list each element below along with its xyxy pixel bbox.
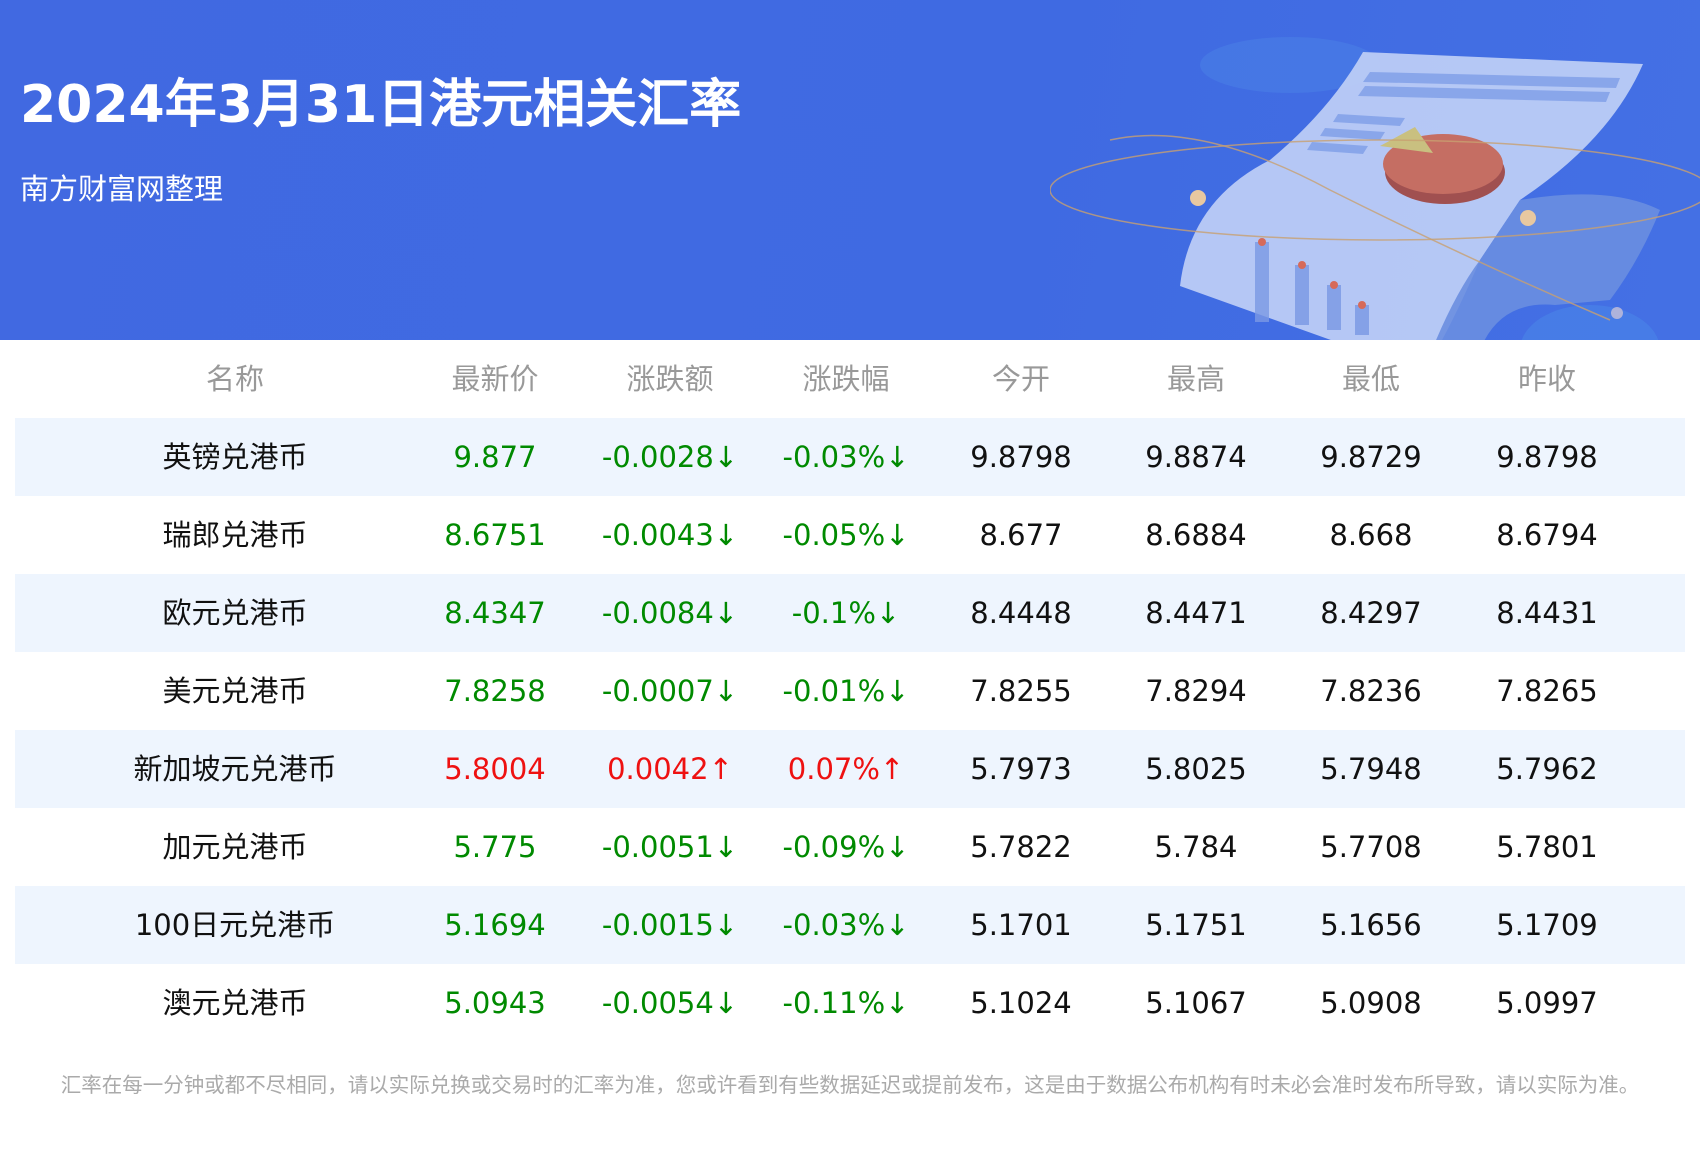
cell-change-pct: -0.03%↓ <box>782 440 910 474</box>
cell-open: 5.1024 <box>970 986 1072 1020</box>
report-illustration-icon <box>1050 37 1700 340</box>
cell-prev-close: 5.7801 <box>1496 830 1598 864</box>
table-header-row: 名称 最新价 涨跌额 涨跌幅 今开 最高 最低 昨收 <box>15 340 1685 418</box>
cell-prev-close: 7.8265 <box>1496 674 1598 708</box>
cell-open: 8.677 <box>979 518 1063 552</box>
cell-name: 澳元兑港币 <box>162 986 308 1020</box>
cell-change: -0.0028↓ <box>601 440 739 474</box>
cell-change-pct: -0.03%↓ <box>782 908 910 942</box>
cell-latest: 9.877 <box>453 440 537 474</box>
cell-high: 8.4471 <box>1145 596 1247 630</box>
cell-change: -0.0084↓ <box>601 596 739 630</box>
cell-prev-close: 5.1709 <box>1496 908 1598 942</box>
cell-change-pct: 0.07%↑ <box>787 752 905 786</box>
cell-high: 5.8025 <box>1145 752 1247 786</box>
cell-low: 8.4297 <box>1320 596 1422 630</box>
cell-high: 5.1751 <box>1145 908 1247 942</box>
cell-name: 加元兑港币 <box>162 830 308 864</box>
cell-change: -0.0054↓ <box>601 986 739 1020</box>
cell-latest: 8.6751 <box>444 518 546 552</box>
cell-open: 8.4448 <box>970 596 1072 630</box>
cell-change-pct: -0.1%↓ <box>791 596 901 630</box>
cell-name: 100日元兑港币 <box>134 908 336 942</box>
page-subtitle: 南方财富网整理 <box>20 172 224 206</box>
header-banner: 2024年3月31日港元相关汇率 南方财富网整理 <box>0 0 1700 340</box>
cell-change: 0.0042↑ <box>607 752 733 786</box>
cell-latest: 8.4347 <box>444 596 546 630</box>
cell-open: 5.7822 <box>970 830 1072 864</box>
cell-latest: 5.0943 <box>444 986 546 1020</box>
table-row: 英镑兑港币 9.877 -0.0028↓ -0.03%↓ 9.8798 9.8874 9.8… <box>15 418 1685 496</box>
table-row: 澳元兑港币 5.0943 -0.0054↓ -0.11%↓ 5.1024 5.1067 5.… <box>15 964 1685 1042</box>
table-row: 瑞郎兑港币 8.6751 -0.0043↓ -0.05%↓ 8.677 8.6884 8.6… <box>15 496 1685 574</box>
cell-change: -0.0007↓ <box>601 674 739 708</box>
cell-prev-close: 8.4431 <box>1496 596 1598 630</box>
cell-low: 7.8236 <box>1320 674 1422 708</box>
column-header-change: 涨跌额 <box>626 362 714 396</box>
cell-high: 7.8294 <box>1145 674 1247 708</box>
cell-change: -0.0051↓ <box>601 830 739 864</box>
cell-name: 瑞郎兑港币 <box>162 518 308 552</box>
cell-open: 5.1701 <box>970 908 1072 942</box>
table-row: 美元兑港币 7.8258 -0.0007↓ -0.01%↓ 7.8255 7.8294 7.… <box>15 652 1685 730</box>
cell-name: 英镑兑港币 <box>162 440 308 474</box>
cell-high: 8.6884 <box>1145 518 1247 552</box>
cell-low: 5.7948 <box>1320 752 1422 786</box>
disclaimer-text: 汇率在每一分钟或都不尽相同，请以实际兑换或交易时的汇率为准，您或许看到有些数据延… <box>60 1073 1640 1097</box>
cell-prev-close: 5.0997 <box>1496 986 1598 1020</box>
cell-high: 5.1067 <box>1145 986 1247 1020</box>
cell-change-pct: -0.11%↓ <box>782 986 910 1020</box>
column-header-open: 今开 <box>991 362 1050 396</box>
column-header-latest: 最新价 <box>451 362 539 396</box>
cell-change: -0.0043↓ <box>601 518 739 552</box>
cell-low: 5.0908 <box>1320 986 1422 1020</box>
column-header-low: 最低 <box>1341 362 1400 396</box>
cell-low: 8.668 <box>1329 518 1413 552</box>
cell-open: 5.7973 <box>970 752 1072 786</box>
cell-name: 新加坡元兑港币 <box>133 752 337 786</box>
table-row: 加元兑港币 5.775 -0.0051↓ -0.09%↓ 5.7822 5.784 5.77… <box>15 808 1685 886</box>
cell-prev-close: 5.7962 <box>1496 752 1598 786</box>
cell-latest: 5.8004 <box>444 752 546 786</box>
cell-low: 9.8729 <box>1320 440 1422 474</box>
cell-high: 9.8874 <box>1145 440 1247 474</box>
cell-open: 7.8255 <box>970 674 1072 708</box>
cell-name: 欧元兑港币 <box>162 596 308 630</box>
cell-change-pct: -0.09%↓ <box>782 830 910 864</box>
cell-latest: 5.1694 <box>444 908 546 942</box>
cell-change-pct: -0.05%↓ <box>782 518 910 552</box>
cell-change-pct: -0.01%↓ <box>782 674 910 708</box>
cell-prev-close: 9.8798 <box>1496 440 1598 474</box>
table-row: 新加坡元兑港币 5.8004 0.0042↑ 0.07%↑ 5.7973 5.8025 5.… <box>15 730 1685 808</box>
page-title: 2024年3月31日港元相关汇率 <box>20 75 742 135</box>
cell-low: 5.1656 <box>1320 908 1422 942</box>
column-header-name: 名称 <box>205 362 264 396</box>
cell-low: 5.7708 <box>1320 830 1422 864</box>
cell-prev-close: 8.6794 <box>1496 518 1598 552</box>
cell-high: 5.784 <box>1154 830 1238 864</box>
table-row: 100日元兑港币 5.1694 -0.0015↓ -0.03%↓ 5.1701 5.175… <box>15 886 1685 964</box>
cell-name: 美元兑港币 <box>162 674 308 708</box>
cell-change: -0.0015↓ <box>601 908 739 942</box>
cell-latest: 7.8258 <box>444 674 546 708</box>
column-header-high: 最高 <box>1166 362 1225 396</box>
column-header-prev-close: 昨收 <box>1517 362 1576 396</box>
table-row: 欧元兑港币 8.4347 -0.0084↓ -0.1%↓ 8.4448 8.4471 8.4… <box>15 574 1685 652</box>
column-header-change-pct: 涨跌幅 <box>802 362 890 396</box>
cell-latest: 5.775 <box>453 830 537 864</box>
cell-open: 9.8798 <box>970 440 1072 474</box>
